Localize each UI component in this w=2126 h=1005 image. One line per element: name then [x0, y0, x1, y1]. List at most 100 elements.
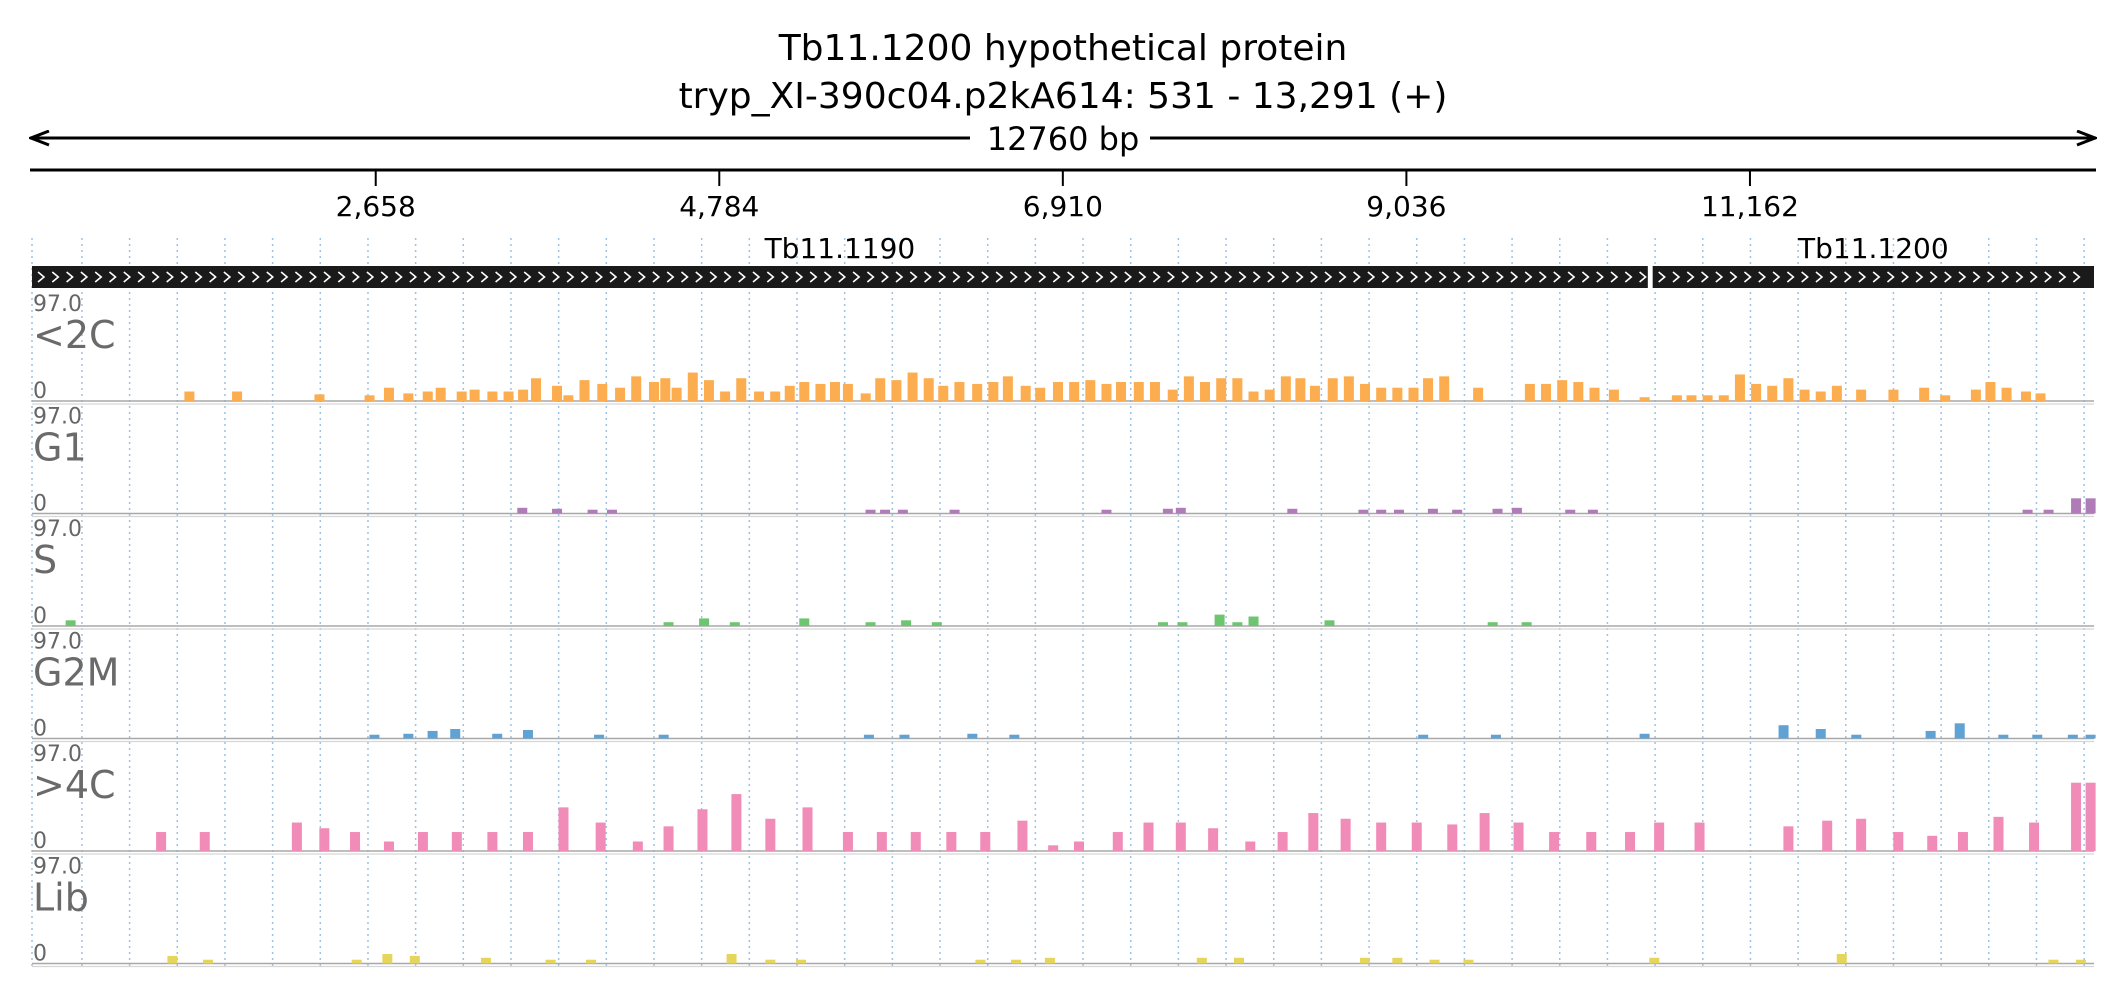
coverage-bar — [899, 734, 910, 739]
coverage-bar — [1183, 376, 1194, 401]
coverage-bar — [1851, 734, 1862, 739]
coverage-bar — [1778, 725, 1789, 739]
track-max-label: 97.0 — [33, 855, 82, 880]
coverage-bar — [765, 959, 776, 964]
coverage-bar — [1360, 383, 1371, 401]
coverage-bar — [720, 391, 731, 401]
coverage-bar — [1751, 383, 1762, 401]
coverage-bar — [907, 372, 918, 401]
coverage-bar — [1327, 378, 1338, 401]
coverage-bar — [291, 822, 302, 851]
coverage-bar — [351, 959, 362, 964]
coverage-bar — [938, 385, 949, 401]
coverage-bar — [754, 391, 765, 401]
coverage-bar — [1557, 380, 1568, 401]
coverage-bar — [875, 378, 886, 401]
coverage-bar — [1625, 832, 1636, 851]
coverage-bar — [1411, 822, 1422, 851]
coverage-bar — [2022, 509, 2033, 514]
coverage-bar — [1149, 382, 1160, 401]
coverage-bar — [1208, 828, 1219, 851]
coverage-bar — [552, 385, 563, 401]
coverage-bar — [891, 380, 902, 401]
track-min-label: 0 — [33, 717, 47, 742]
coverage-bar — [863, 734, 874, 739]
coverage-bar — [1586, 832, 1597, 851]
gene-label: Tb11.1200 — [1797, 232, 1949, 265]
coverage-bar — [1954, 723, 1965, 739]
coverage-bar — [687, 372, 698, 401]
coverage-bar — [1052, 382, 1063, 401]
coverage-bar — [1427, 508, 1438, 514]
coverage-bar — [1048, 845, 1059, 851]
coverage-bar — [1101, 509, 1112, 514]
coverage-bar — [901, 620, 912, 626]
coverage-bar — [842, 383, 853, 401]
track-min-label: 0 — [33, 829, 47, 854]
coverage-bar — [1167, 389, 1178, 401]
coverage-bar — [1214, 614, 1225, 626]
coverage-bar — [1639, 733, 1650, 739]
coverage-bar — [435, 387, 446, 401]
coverage-bar — [1376, 387, 1387, 401]
coverage-bar — [1295, 378, 1306, 401]
coverage-bar — [2085, 782, 2096, 851]
coverage-bar — [765, 818, 776, 851]
coverage-bar — [1836, 954, 1847, 964]
coverage-bar — [784, 385, 795, 401]
coverage-bar — [1919, 387, 1930, 401]
coverage-bar — [1608, 389, 1619, 401]
coverage-bar — [403, 393, 414, 401]
coverage-bar — [1393, 509, 1404, 514]
coverage-bar — [517, 507, 528, 514]
coverage-bar — [648, 382, 659, 401]
ruler-tick-label: 9,036 — [1366, 190, 1446, 223]
ruler-ticks: 2,658 4,784 6,910 9,036 11,162 — [336, 170, 1799, 223]
coverage-bar — [876, 832, 887, 851]
coverage-bar — [1639, 397, 1650, 401]
coverage-bar — [842, 832, 853, 851]
coverage-bar — [1490, 734, 1501, 739]
coverage-bar — [606, 509, 617, 514]
coverage-bar — [2048, 959, 2059, 964]
coverage-bar — [2075, 959, 2086, 964]
coverage-bar — [796, 959, 807, 964]
coverage-bar — [865, 622, 876, 626]
coverage-bar — [1783, 826, 1794, 851]
coverage-bar — [597, 383, 608, 401]
coverage-bar — [364, 395, 375, 401]
coverage-bar — [865, 509, 876, 514]
coverage-bar — [383, 387, 394, 401]
coverage-bar — [1233, 957, 1244, 964]
coverage-bar — [1309, 385, 1320, 401]
gene-bar — [1652, 266, 2094, 288]
coverage-bar — [587, 509, 598, 514]
coverage-bar — [729, 622, 740, 626]
coverage-bar — [1175, 822, 1186, 851]
coverage-bar — [1686, 395, 1697, 401]
coverage-bar — [1925, 730, 1936, 739]
coverage-bar — [1044, 957, 1055, 964]
coverage-bar — [314, 394, 325, 401]
coverage-bar — [2035, 393, 2046, 401]
coverage-bar — [1376, 822, 1387, 851]
figure-title: Tb11.1200 hypothetical protein — [778, 28, 1348, 69]
coverage-bar — [1232, 378, 1243, 401]
coverage-bar — [1177, 622, 1188, 626]
coverage-bar — [1473, 387, 1484, 401]
coverage-bar — [1957, 832, 1968, 851]
track-min-label: 0 — [33, 492, 47, 517]
track-max-label: 97.0 — [33, 742, 82, 767]
coverage-bar — [1343, 376, 1354, 401]
track-name: <2C — [33, 313, 116, 357]
track-1: 97.0<2C 0 — [32, 292, 2094, 405]
coverage-bar — [1799, 389, 1810, 401]
coverage-bar — [1587, 509, 1598, 514]
coverage-bar — [1143, 822, 1154, 851]
coverage-bar — [1970, 389, 1981, 401]
coverage-bar — [427, 730, 438, 739]
coverage-bar — [946, 832, 957, 851]
coverage-bar — [1196, 957, 1207, 964]
